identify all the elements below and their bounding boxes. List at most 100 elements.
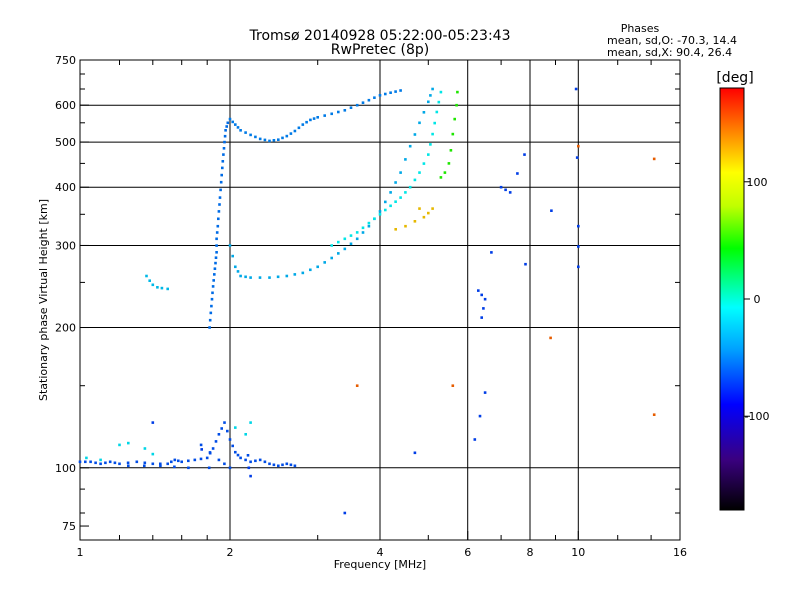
echo-point <box>349 106 353 109</box>
echo-point <box>577 224 580 228</box>
echo-point <box>281 463 284 467</box>
echo-point <box>211 285 215 288</box>
echo-point <box>413 220 417 223</box>
echo-point <box>225 125 228 128</box>
echo-point <box>220 173 223 177</box>
echo-point <box>254 459 257 463</box>
echo-point <box>523 153 526 156</box>
echo-point <box>373 217 376 220</box>
echo-point <box>455 103 458 107</box>
echo-point <box>297 126 301 130</box>
echo-point <box>408 185 412 189</box>
echo-point <box>343 237 347 241</box>
echo-point <box>389 91 392 94</box>
echo-point <box>151 421 155 424</box>
echo-point <box>483 391 487 394</box>
echo-point <box>217 433 221 436</box>
echo-point <box>490 251 493 254</box>
echo-point <box>480 293 483 297</box>
echo-point <box>214 256 218 259</box>
chart-title: Tromsø 20140928 05:22:00-05:23:43 <box>249 28 511 44</box>
x-tick-label: 2 <box>227 546 234 559</box>
echo-point <box>277 464 280 468</box>
echo-point <box>99 462 102 466</box>
echo-point <box>433 121 436 125</box>
echo-point <box>289 463 293 467</box>
echo-point <box>187 459 190 463</box>
echo-point <box>118 462 121 466</box>
echo-point <box>309 118 312 122</box>
echo-point <box>443 171 447 174</box>
echo-point <box>263 460 267 464</box>
echo-point <box>427 211 430 215</box>
echo-point <box>439 176 443 179</box>
echo-point <box>404 191 407 194</box>
colorbar-tick-label: 0 <box>754 293 761 306</box>
echo-point <box>226 121 230 125</box>
echo-point <box>422 215 426 219</box>
echo-point <box>228 466 232 470</box>
echo-point <box>209 311 213 315</box>
echo-point <box>429 94 432 97</box>
echo-point <box>143 464 146 468</box>
echo-point <box>268 462 271 466</box>
echo-point <box>413 451 417 455</box>
echo-point <box>249 276 252 279</box>
echo-point <box>285 462 289 466</box>
echo-point <box>384 208 387 212</box>
echo-point <box>104 461 107 465</box>
echo-point <box>301 123 305 126</box>
echo-point <box>355 384 359 387</box>
echo-point <box>219 180 223 184</box>
echo-point <box>214 261 217 265</box>
echo-point <box>652 413 656 416</box>
echo-point <box>504 188 507 192</box>
echo-point <box>223 421 226 424</box>
y-axis-ticks: 75 100 200 300 400 500 600 750 <box>55 54 89 533</box>
echo-point <box>89 460 92 464</box>
echo-point <box>384 200 387 204</box>
echo-point <box>355 103 359 107</box>
echo-point <box>78 460 82 464</box>
echo-point <box>156 286 159 289</box>
echo-point <box>236 126 240 129</box>
echo-point <box>309 268 312 272</box>
echo-point <box>234 265 237 269</box>
echo-point <box>207 466 211 470</box>
echo-point <box>166 287 169 291</box>
x-tick-label: 8 <box>527 546 534 559</box>
echo-point <box>482 307 485 310</box>
echo-point <box>378 213 382 216</box>
echo-point <box>577 144 580 148</box>
echo-point <box>217 458 221 462</box>
echo-point <box>431 132 434 136</box>
y-tick-label: 500 <box>55 136 76 149</box>
echo-point <box>211 447 215 450</box>
echo-point <box>285 134 289 138</box>
echo-point <box>244 458 247 462</box>
echo-point <box>211 291 214 295</box>
y-tick-label: 600 <box>55 99 76 112</box>
echo-point <box>337 252 340 255</box>
echo-point <box>337 240 340 244</box>
echo-point <box>254 135 257 139</box>
echo-point <box>222 147 226 150</box>
echo-point <box>234 450 237 454</box>
colorbar <box>719 87 745 511</box>
echo-point <box>524 262 527 266</box>
echo-point <box>373 96 376 99</box>
echo-point <box>244 131 247 134</box>
echo-point <box>159 462 162 466</box>
echo-point <box>226 429 229 433</box>
echo-point <box>418 207 421 210</box>
echo-point <box>343 247 347 251</box>
echo-point <box>453 117 456 121</box>
echo-point <box>293 464 297 468</box>
echo-point <box>394 200 397 203</box>
echo-point <box>126 461 130 465</box>
colorbar-tick-label: -100 <box>745 410 770 423</box>
echo-point <box>289 132 293 135</box>
echo-point <box>281 136 284 140</box>
echo-point <box>478 414 482 418</box>
echo-point <box>361 226 365 230</box>
